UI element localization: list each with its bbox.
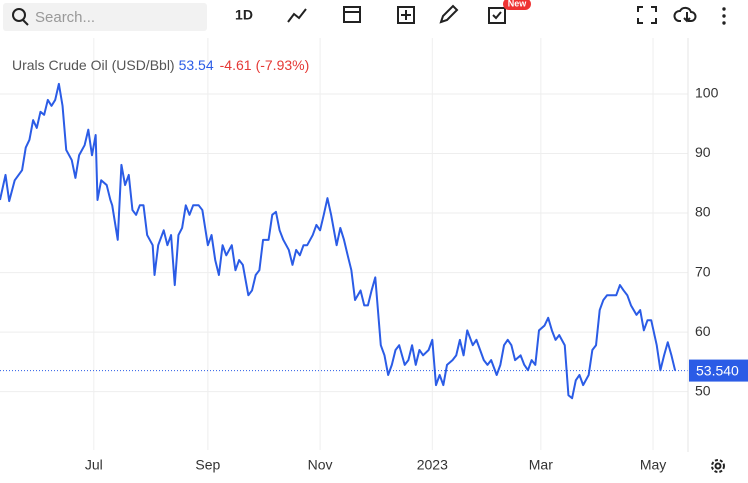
new-badge [503, 0, 531, 10]
plot: 50 60 70 80 90 100 Jul Sep Nov 2023 Mar May [0, 38, 719, 473]
draw-icon[interactable] [439, 4, 459, 24]
search-placeholder: Search... [35, 9, 95, 26]
last-price-label: 53.540 [696, 362, 739, 378]
legend-change: -4.61 [220, 57, 252, 73]
new-badge-text: New [508, 0, 528, 8]
interval-button[interactable]: 1D [235, 7, 253, 23]
x-tick-label: 2023 [417, 457, 448, 473]
legend-change-pct: (-7.93%) [256, 57, 310, 73]
fullscreen-icon[interactable] [637, 6, 657, 24]
x-tick-label: Sep [195, 457, 220, 473]
search-icon [12, 8, 26, 22]
download-icon[interactable] [673, 6, 697, 23]
search-box[interactable] [3, 3, 207, 31]
y-tick-label: 50 [695, 382, 711, 398]
y-tick-label: 70 [695, 263, 711, 279]
legend-last: 53.54 [179, 57, 214, 73]
menu-icon [722, 14, 726, 18]
x-tick-label: Nov [308, 457, 333, 473]
last-price-tag [689, 359, 748, 382]
x-tick-label: May [640, 457, 666, 473]
y-tick-label: 100 [695, 85, 719, 101]
legend-title: Urals Crude Oil (USD/Bbl) [12, 57, 175, 73]
events-icon [492, 11, 502, 20]
settings-icon [711, 459, 725, 473]
x-tick-label: Mar [529, 457, 553, 473]
y-tick-label: 80 [695, 204, 711, 220]
add-icon [401, 10, 411, 20]
settings-icon [714, 462, 722, 470]
x-tick-label: Jul [85, 457, 103, 473]
y-tick-label: 90 [695, 144, 711, 160]
price-line [0, 82, 677, 400]
search-icon [22, 19, 29, 26]
menu-icon [722, 21, 726, 25]
y-tick-label: 60 [695, 323, 711, 339]
calendar-icon[interactable] [343, 6, 361, 23]
chart-type-icon[interactable] [287, 8, 307, 23]
add-icon[interactable] [397, 6, 415, 24]
settings-icon[interactable] [711, 459, 725, 473]
legend: Urals Crude Oil (USD/Bbl) 53.54 -4.61 (-7.9… [12, 57, 309, 73]
toolbar: Search... 1D New [3, 0, 726, 31]
menu-icon[interactable] [722, 7, 726, 11]
events-icon[interactable] [488, 7, 506, 24]
